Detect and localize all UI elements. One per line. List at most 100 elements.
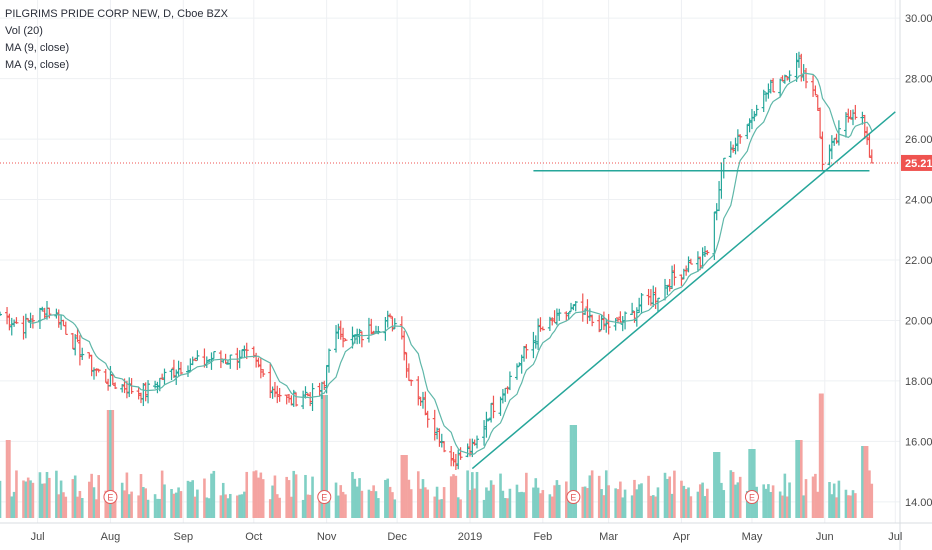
last-price-tag: 25.21 <box>901 154 932 171</box>
volume-bar <box>64 496 68 518</box>
volume-bar <box>294 474 298 518</box>
price-axis[interactable]: 30.00 28.00 26.00 24.00 22.00 20.00 18.00 16.00… <box>905 13 932 509</box>
volume-bar <box>172 493 176 518</box>
volume-bar <box>567 492 570 518</box>
volume-bar <box>62 492 65 518</box>
volume-bar <box>127 494 131 518</box>
volume-bar <box>393 499 397 518</box>
volume-bar <box>454 475 458 518</box>
volume-bar <box>651 495 655 518</box>
volume-bar <box>614 488 617 518</box>
volume-bar <box>261 479 265 518</box>
volume-bar <box>29 480 32 518</box>
volume-bar <box>844 489 848 518</box>
volume-bar <box>800 440 803 518</box>
volume-bar <box>308 494 312 518</box>
volume-bar <box>203 478 206 518</box>
volume-bar <box>607 485 610 518</box>
volume-bar <box>534 478 538 518</box>
volume-bar <box>769 492 773 518</box>
volume-bar <box>40 483 44 518</box>
volume-bar <box>245 471 249 518</box>
volume-bar <box>485 487 488 518</box>
volume-bar <box>736 482 740 518</box>
volume-bar <box>304 474 307 518</box>
volume-bar <box>802 495 805 518</box>
volume-bar <box>391 492 394 518</box>
volume-bar <box>243 491 246 518</box>
volume-bar <box>238 494 241 518</box>
volume-bar <box>355 486 359 518</box>
volume-bar <box>424 487 427 518</box>
volume-bar <box>177 487 180 518</box>
volume-bar <box>205 497 209 518</box>
volume-bar <box>666 478 669 518</box>
volume-bar <box>156 498 159 518</box>
volume-bar <box>816 491 820 518</box>
symbol-title[interactable]: PILGRIMS PRIDE CORP NEW, D, Cboe BZX <box>5 8 228 20</box>
volume-bar <box>31 482 35 518</box>
volume-bar <box>832 483 836 518</box>
volume-bar <box>849 495 852 518</box>
volume-bar <box>550 496 554 518</box>
volume-bar <box>581 486 585 518</box>
price-axis-tick: 30.00 <box>905 13 932 25</box>
volume-bar <box>320 395 324 518</box>
time-axis-tick: Jun <box>816 531 834 543</box>
volume-bar <box>92 487 96 518</box>
volume-bar <box>104 490 108 518</box>
volume-bar <box>301 499 305 518</box>
volume-bar <box>435 486 439 518</box>
volume-bar <box>351 472 354 518</box>
volume-bar <box>142 487 145 518</box>
volume-bar <box>377 498 380 518</box>
volume-bar <box>649 495 653 518</box>
volume-bar <box>440 499 444 518</box>
time-axis-tick: Jul <box>31 531 45 543</box>
volume-bar <box>745 490 749 518</box>
volume-bar <box>95 499 98 518</box>
volume-bar <box>600 489 603 518</box>
volume-bar <box>755 486 758 518</box>
volume-bar <box>762 484 766 518</box>
volume-bar <box>597 475 601 518</box>
volume-bar <box>830 494 834 518</box>
earnings-marker-label: E <box>321 493 327 503</box>
volume-bar <box>720 482 723 518</box>
price-axis-tick: 26.00 <box>905 134 932 146</box>
trendlines[interactable] <box>0 111 900 470</box>
volume-bar <box>557 484 561 518</box>
volume-bar <box>778 491 782 518</box>
volume-bar <box>275 494 279 518</box>
volume-bar <box>835 497 838 518</box>
volume-study-label[interactable]: Vol (20) <box>5 25 43 37</box>
volume-bar <box>55 470 58 518</box>
volume-bar <box>153 494 157 518</box>
volume-bar <box>783 473 787 518</box>
volume-bar <box>821 393 824 518</box>
volume-bar <box>228 493 232 518</box>
volume-bar <box>619 481 622 518</box>
volume-bar <box>449 476 453 518</box>
volume-bar <box>663 472 667 518</box>
volume-bar <box>482 499 486 518</box>
volume-bar <box>137 495 140 518</box>
volume-bar <box>489 480 493 518</box>
ma-study-label[interactable]: MA (9, close) <box>5 59 70 71</box>
volume-bar <box>290 496 293 518</box>
volume-bar <box>123 490 126 518</box>
volume-bar <box>210 473 213 518</box>
time-axis-tick: Mar <box>599 531 618 543</box>
volume-bar <box>438 499 441 518</box>
volume-bar <box>268 499 272 518</box>
volume-bar <box>865 446 869 518</box>
volume-bar <box>748 449 751 518</box>
ma-study-label[interactable]: MA (9, close) <box>5 42 70 54</box>
volume-bar <box>466 470 469 518</box>
volume-bar <box>170 488 173 518</box>
volume-bar <box>48 477 51 518</box>
time-axis[interactable]: Jul Aug Sep Oct Nov Dec 2019 Feb Mar Apr May Jun Jul <box>31 531 903 543</box>
